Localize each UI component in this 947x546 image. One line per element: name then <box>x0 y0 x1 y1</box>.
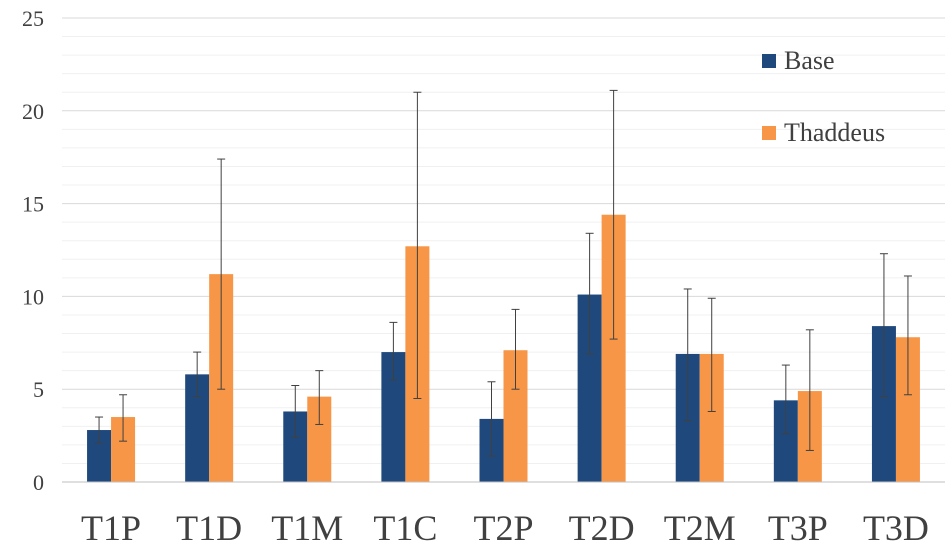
y-tick-label: 25 <box>22 6 44 31</box>
error-bars <box>95 89 912 457</box>
legend-label-thaddeus: Thaddeus <box>784 118 885 147</box>
legend: Base Thaddeus <box>762 46 885 147</box>
x-tick-label: T2M <box>664 508 736 546</box>
x-tick-label: T1M <box>271 508 343 546</box>
x-tick-label: T3P <box>768 508 828 546</box>
y-axis: 0 5 10 15 20 25 <box>22 6 44 495</box>
y-tick-label: 20 <box>22 99 44 124</box>
y-tick-label: 10 <box>22 284 44 309</box>
legend-swatch-thaddeus <box>762 126 776 140</box>
y-tick-label: 5 <box>33 377 44 402</box>
bars <box>87 214 920 482</box>
x-tick-label: T2D <box>569 508 635 546</box>
y-tick-label: 0 <box>33 470 44 495</box>
x-tick-label: T2P <box>473 508 533 546</box>
x-tick-label: T1C <box>373 508 437 546</box>
x-tick-label: T3D <box>863 508 929 546</box>
x-tick-label: T1D <box>176 508 242 546</box>
x-axis: T1P T1D T1M T1C T2P T2D T2M T3P T3D <box>62 481 945 546</box>
y-tick-label: 15 <box>22 192 44 217</box>
legend-label-base: Base <box>784 46 835 75</box>
legend-swatch-base <box>762 54 776 68</box>
x-tick-label: T1P <box>81 508 141 546</box>
